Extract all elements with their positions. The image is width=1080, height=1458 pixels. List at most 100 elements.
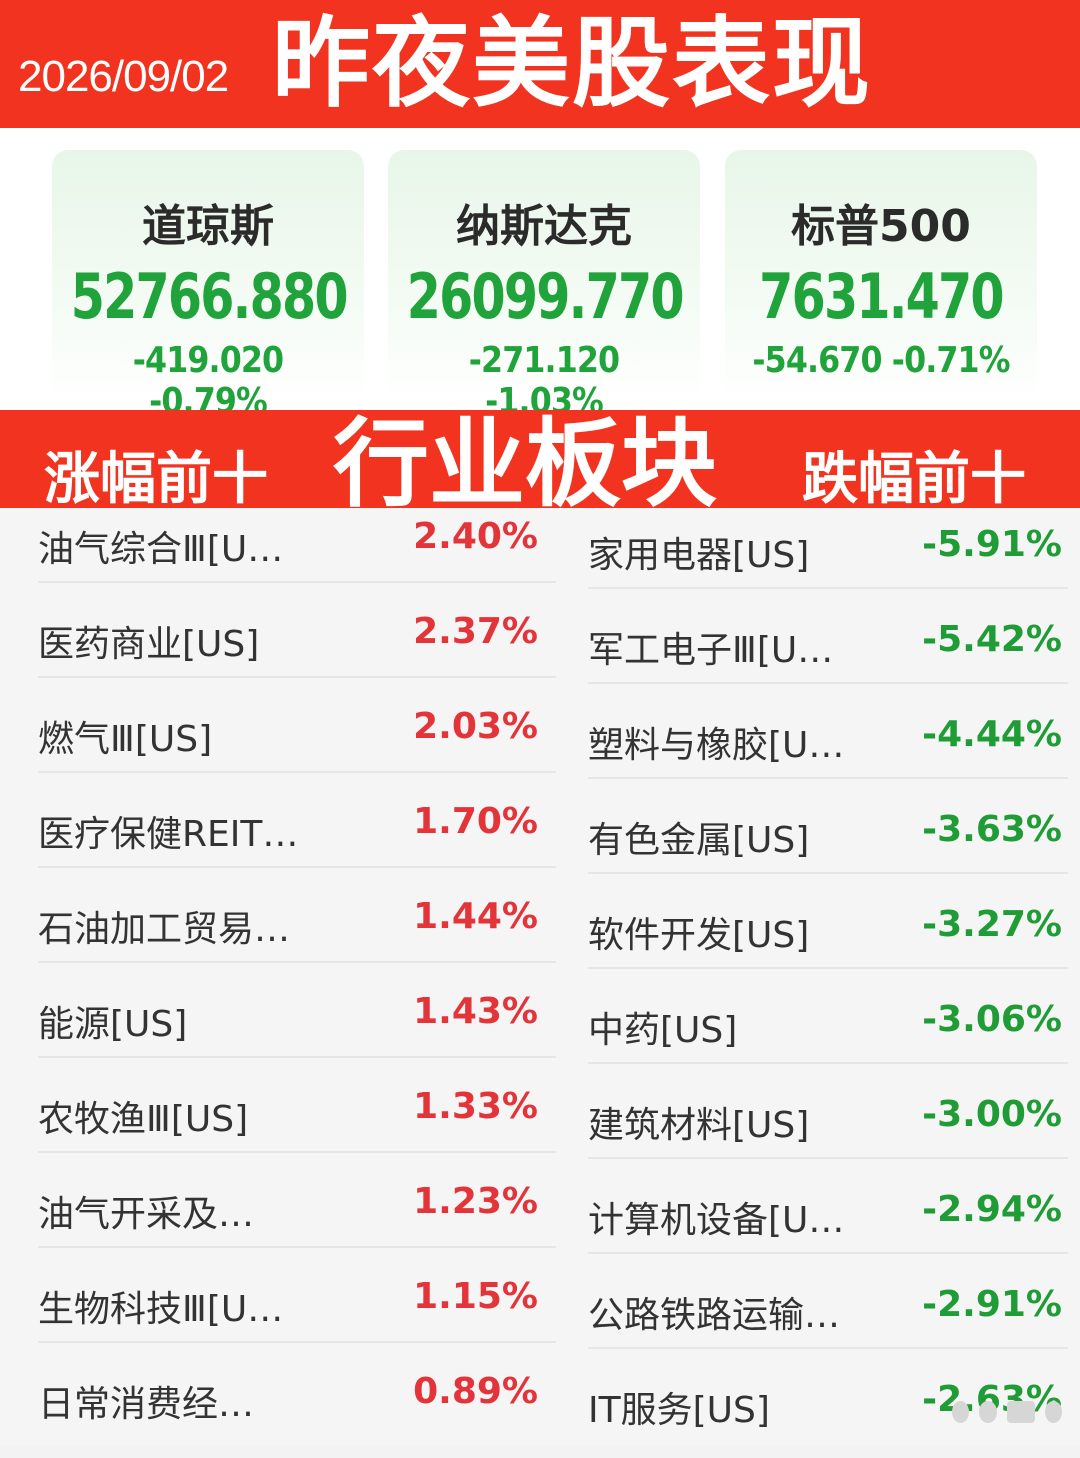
row-divider — [38, 771, 556, 773]
sector-name: 医疗保健REIT… — [38, 814, 299, 855]
sector-name: IT服务[US] — [588, 1390, 770, 1431]
index-value: 52766.880 — [70, 260, 349, 333]
loser-row[interactable]: 家用电器[US] -5.91% — [588, 508, 1062, 603]
index-change: -419.020 -0.79% — [71, 340, 346, 422]
index-card-sp500[interactable]: 标普500 7631.470 -54.670 -0.71% — [725, 150, 1037, 402]
sector-name: 有色金属[US] — [588, 820, 810, 861]
index-change-percent: -0.71% — [891, 340, 1011, 381]
loser-row[interactable]: 建筑材料[US] -3.00% — [588, 1078, 1062, 1173]
row-divider — [38, 1151, 556, 1153]
sector-name: 计算机设备[U… — [588, 1200, 845, 1241]
sector-banner: 涨幅前十 行业板块 跌幅前十 — [0, 410, 1080, 516]
index-name: 纳斯达克 — [456, 201, 632, 252]
sector-change-percent: 2.37% — [413, 611, 538, 652]
sector-change-percent: -3.06% — [922, 999, 1062, 1040]
index-name: 道琼斯 — [142, 201, 274, 252]
loser-row[interactable]: 军工电子Ⅲ[U… -5.42% — [588, 603, 1062, 698]
sector-change-percent: 2.03% — [413, 706, 538, 747]
sector-change-percent: 1.23% — [413, 1181, 538, 1222]
sector-change-percent: -3.27% — [922, 904, 1062, 945]
sector-name: 农牧渔Ⅲ[US] — [38, 1099, 249, 1140]
row-divider — [588, 1157, 1068, 1159]
row-divider — [38, 1341, 556, 1343]
row-divider — [38, 581, 556, 583]
sector-change-percent: 1.70% — [413, 801, 538, 842]
sector-name: 军工电子Ⅲ[U… — [588, 630, 834, 671]
sector-change-percent: 0.89% — [413, 1371, 538, 1412]
gainer-row[interactable]: 油气开采及… 1.23% — [38, 1173, 538, 1268]
sector-name: 塑料与橡胶[U… — [588, 725, 845, 766]
row-divider — [588, 872, 1068, 874]
sector-change-percent: 2.40% — [413, 516, 538, 557]
gainer-row[interactable]: 日常消费经… 0.89% — [38, 1363, 538, 1458]
index-value: 26099.770 — [406, 260, 685, 333]
sector-change-percent: -4.44% — [922, 714, 1062, 755]
report-date: 2026/09/02 — [18, 52, 229, 101]
sector-name: 油气开采及… — [38, 1194, 255, 1235]
sector-name: 石油加工贸易… — [38, 909, 291, 950]
sector-name: 家用电器[US] — [588, 535, 810, 576]
watermark-logo — [952, 1399, 1062, 1425]
loser-row[interactable]: 软件开发[US] -3.27% — [588, 888, 1062, 983]
losers-heading: 跌幅前十 — [802, 447, 1026, 512]
sector-heading: 行业板块 — [333, 408, 717, 520]
sector-name: 生物科技Ⅲ[U… — [38, 1289, 284, 1330]
sector-change-percent: -3.00% — [922, 1094, 1062, 1135]
gainer-row[interactable]: 医疗保健REIT… 1.70% — [38, 793, 538, 888]
sector-name: 医药商业[US] — [38, 624, 260, 665]
loser-row[interactable]: 中药[US] -3.06% — [588, 983, 1062, 1078]
row-divider — [588, 1252, 1068, 1254]
sector-change-percent: 1.33% — [413, 1086, 538, 1127]
gainer-row[interactable]: 石油加工贸易… 1.44% — [38, 888, 538, 983]
sector-name: 中药[US] — [588, 1010, 738, 1051]
gainer-row[interactable]: 油气综合Ⅲ[U… 2.40% — [38, 508, 538, 603]
gainer-row[interactable]: 农牧渔Ⅲ[US] 1.33% — [38, 1078, 538, 1173]
row-divider — [588, 682, 1068, 684]
index-change-points: -419.020 — [132, 340, 284, 381]
gainer-row[interactable]: 医药商业[US] 2.37% — [38, 603, 538, 698]
index-name: 标普500 — [791, 201, 971, 252]
sector-change-percent: -3.63% — [922, 809, 1062, 850]
sector-change-percent: -5.91% — [922, 524, 1062, 565]
loser-row[interactable]: 计算机设备[U… -2.94% — [588, 1173, 1062, 1268]
sector-name: 建筑材料[US] — [588, 1105, 810, 1146]
gainers-heading: 涨幅前十 — [44, 447, 268, 512]
sector-change-percent: 1.44% — [413, 896, 538, 937]
row-divider — [588, 967, 1068, 969]
row-divider — [38, 1246, 556, 1248]
index-card-nasdaq[interactable]: 纳斯达克 26099.770 -271.120 -1.03% — [388, 150, 700, 422]
gainer-row[interactable]: 生物科技Ⅲ[U… 1.15% — [38, 1268, 538, 1363]
row-divider — [38, 676, 556, 678]
index-change-points: -54.670 — [752, 340, 882, 381]
index-value: 7631.470 — [759, 260, 1004, 333]
loser-row[interactable]: 塑料与橡胶[U… -4.44% — [588, 698, 1062, 793]
sector-name: 燃气Ⅲ[US] — [38, 719, 213, 760]
row-divider — [588, 777, 1068, 779]
loser-row[interactable]: 公路铁路运输… -2.91% — [588, 1268, 1062, 1363]
gainer-row[interactable]: 能源[US] 1.43% — [38, 983, 538, 1078]
row-divider — [588, 587, 1068, 589]
sector-name: 日常消费经… — [38, 1384, 255, 1425]
page-title: 昨夜美股表现 — [272, 7, 873, 121]
index-change-points: -271.120 — [468, 340, 620, 381]
sector-change-percent: -2.94% — [922, 1189, 1062, 1230]
sector-table: 油气综合Ⅲ[U… 2.40% 医药商业[US] 2.37% 燃气Ⅲ[US] 2.03% 医疗… — [0, 508, 1080, 1445]
sector-name: 油气综合Ⅲ[U… — [38, 529, 284, 570]
sector-name: 公路铁路运输… — [588, 1295, 841, 1336]
row-divider — [588, 1062, 1068, 1064]
index-card-dow[interactable]: 道琼斯 52766.880 -419.020 -0.79% — [52, 150, 364, 422]
loser-row[interactable]: IT服务[US] -2.63% — [588, 1363, 1062, 1458]
sector-change-percent: -5.42% — [922, 619, 1062, 660]
sector-name: 能源[US] — [38, 1004, 188, 1045]
row-divider — [38, 961, 556, 963]
row-divider — [588, 1347, 1068, 1349]
index-change: -54.670 -0.71% — [744, 340, 1019, 381]
sector-change-percent: 1.43% — [413, 991, 538, 1032]
gainer-row[interactable]: 燃气Ⅲ[US] 2.03% — [38, 698, 538, 793]
row-divider — [38, 1056, 556, 1058]
sector-change-percent: -2.91% — [922, 1284, 1062, 1325]
loser-row[interactable]: 有色金属[US] -3.63% — [588, 793, 1062, 888]
row-divider — [38, 866, 556, 868]
index-summary: 道琼斯 52766.880 -419.020 -0.79% 纳斯达克 26099… — [0, 128, 1080, 422]
header-banner: 2026/09/02 昨夜美股表现 — [0, 0, 1080, 128]
